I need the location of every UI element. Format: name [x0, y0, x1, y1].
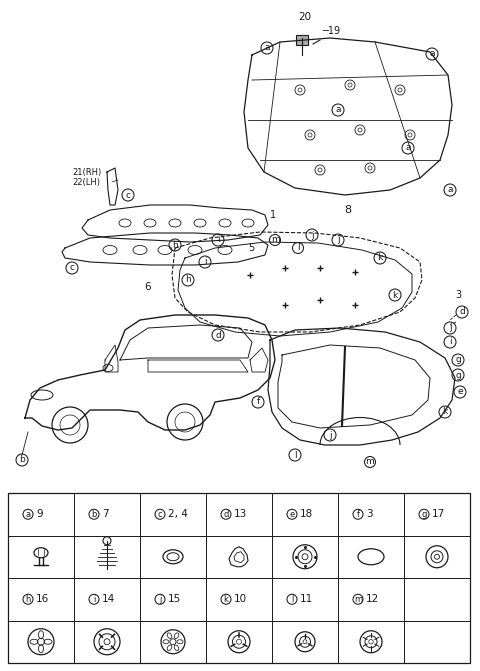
- Text: k: k: [392, 291, 397, 299]
- Text: 13: 13: [234, 509, 247, 519]
- Text: l: l: [297, 244, 300, 252]
- Text: a: a: [25, 510, 31, 519]
- Text: h: h: [172, 240, 178, 250]
- Text: 17: 17: [432, 509, 445, 519]
- Text: f: f: [357, 510, 360, 519]
- Text: 3: 3: [455, 290, 461, 300]
- Text: c: c: [70, 264, 74, 272]
- Text: 3: 3: [366, 509, 372, 519]
- Text: h: h: [185, 276, 191, 285]
- Text: j: j: [159, 595, 161, 604]
- Text: 16: 16: [36, 595, 49, 605]
- Text: ─19: ─19: [322, 26, 340, 36]
- Text: k: k: [443, 407, 448, 417]
- Text: m: m: [271, 236, 279, 244]
- Text: j: j: [329, 431, 331, 440]
- Text: 14: 14: [102, 595, 115, 605]
- Text: i: i: [93, 595, 95, 604]
- Text: d: d: [459, 307, 465, 317]
- Text: a: a: [335, 105, 341, 115]
- Text: d: d: [223, 510, 228, 519]
- Text: 7: 7: [102, 509, 108, 519]
- Text: 9: 9: [36, 509, 43, 519]
- Text: e: e: [457, 387, 463, 397]
- Text: j: j: [336, 236, 339, 244]
- Text: j: j: [311, 231, 313, 240]
- Text: l: l: [291, 595, 293, 604]
- Text: 1: 1: [270, 210, 276, 220]
- Text: i: i: [216, 236, 219, 244]
- Text: 22(LH): 22(LH): [72, 178, 100, 187]
- Text: 8: 8: [345, 205, 351, 215]
- Text: 5: 5: [248, 243, 254, 253]
- Text: 20: 20: [299, 12, 312, 22]
- Text: m: m: [366, 458, 374, 466]
- Text: a: a: [264, 44, 270, 52]
- Text: c: c: [125, 191, 131, 199]
- Text: j: j: [449, 323, 451, 333]
- Text: c: c: [158, 510, 162, 519]
- Text: d: d: [215, 331, 221, 340]
- Text: 15: 15: [168, 595, 181, 605]
- Text: a: a: [447, 185, 453, 195]
- Text: 18: 18: [300, 509, 313, 519]
- Text: l: l: [294, 450, 296, 460]
- Text: f: f: [256, 397, 260, 407]
- Text: k: k: [224, 595, 228, 604]
- Bar: [296, 35, 308, 45]
- Text: e: e: [289, 510, 295, 519]
- Text: a: a: [429, 50, 435, 58]
- Text: 10: 10: [234, 595, 247, 605]
- Text: k: k: [377, 254, 383, 262]
- Text: i: i: [449, 338, 451, 346]
- Text: g: g: [421, 510, 427, 519]
- Text: b: b: [91, 510, 96, 519]
- Text: 11: 11: [300, 595, 313, 605]
- Text: m: m: [354, 595, 362, 604]
- Text: 21(RH): 21(RH): [72, 168, 101, 177]
- Text: b: b: [19, 456, 25, 464]
- Text: a: a: [405, 144, 411, 152]
- Text: 2, 4: 2, 4: [168, 509, 188, 519]
- Text: h: h: [25, 595, 31, 604]
- Text: g: g: [455, 370, 461, 380]
- Text: 6: 6: [144, 282, 151, 292]
- Bar: [8, 493, 470, 663]
- Text: i: i: [204, 258, 206, 266]
- Text: 12: 12: [366, 595, 379, 605]
- Text: g: g: [455, 356, 461, 364]
